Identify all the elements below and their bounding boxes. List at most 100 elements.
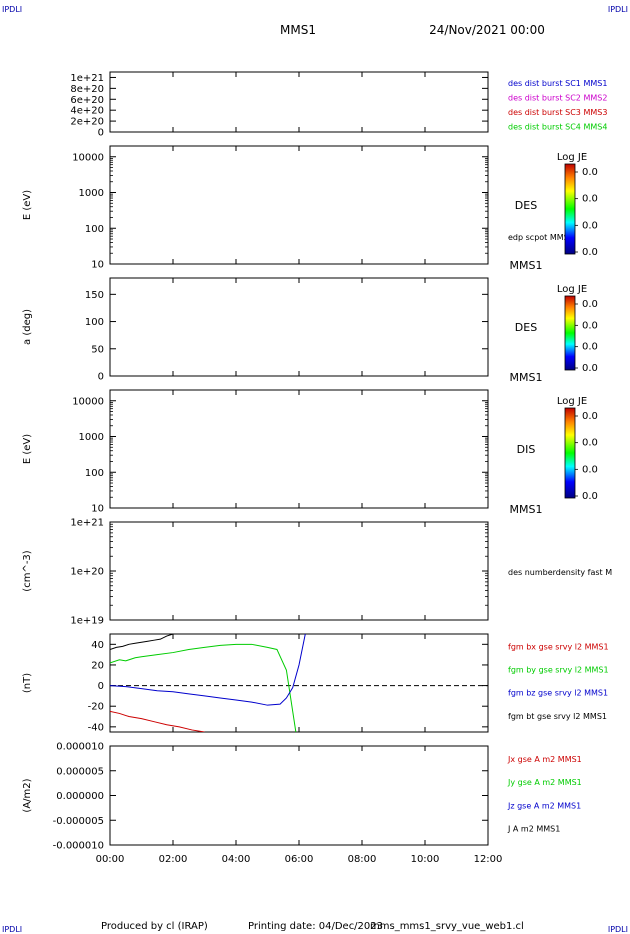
corner-label-bottom-right: IPDLI: [608, 925, 628, 934]
y-axis-label: (cm^-3): [22, 550, 33, 591]
legend-fgm-bt-gse-srvy-l2-mms1: fgm bt gse srvy l2 MMS1: [508, 712, 607, 721]
colorbar-tick-label: 0.0: [582, 194, 598, 205]
panel-fgm: 40 20 0 -20 -40 (nT) fgm bt gse srvy l2 MMS1 fg…: [22, 633, 609, 733]
y-tick-label: 100: [85, 224, 104, 235]
spacecraft-label: MMS1: [510, 503, 543, 516]
time-axis: 00:00 02:00 04:00 06:00 08:00 10:00 12:00: [96, 854, 503, 865]
legend-jy-gse-a-m2-mms1: Jy gse A m2 MMS1: [507, 778, 582, 787]
panel-frame: [109, 745, 489, 846]
y-tick-label: 10000: [72, 152, 104, 163]
legend-des-dist-burst-sc2-mms2: des dist burst SC2 MMS2: [508, 94, 607, 103]
colorbar-tick-label: 0.0: [582, 491, 598, 502]
legend-des-numberdensity-fast-m: des numberdensity fast M: [508, 568, 612, 577]
x-tick-label: 04:00: [222, 854, 251, 865]
y-axis-label: E (eV): [22, 434, 33, 464]
y-axis-label: (A/m2): [22, 778, 33, 812]
spacecraft-title: MMS1: [280, 23, 316, 37]
y-tick-label: 1000: [79, 432, 104, 443]
y-tick-label: 40: [91, 640, 104, 651]
colorbar: [564, 295, 576, 371]
colorbar-title: Log JE: [557, 284, 587, 295]
colorbar: [564, 163, 576, 255]
x-tick-label: 00:00: [96, 854, 125, 865]
spacecraft-label: MMS1: [510, 371, 543, 384]
y-axis-label: E (eV): [22, 190, 33, 220]
y-tick-label: 0.000005: [56, 766, 104, 777]
colorbar-tick-label: 0.0: [582, 247, 598, 258]
y-tick-label: 100: [85, 317, 104, 328]
legend-jx-gse-a-m2-mms1: Jx gse A m2 MMS1: [507, 755, 582, 764]
y-tick-label: 50: [91, 344, 104, 355]
series-line: [110, 643, 297, 732]
legend-des-dist-burst-sc1-mms1: des dist burst SC1 MMS1: [508, 79, 607, 88]
y-tick-label: 1e+21: [70, 518, 104, 529]
x-tick-label: 06:00: [285, 854, 314, 865]
footer-file-name: mms_mms1_srvy_vue_web1.cl: [370, 921, 524, 932]
y-tick-label: 0: [98, 372, 104, 383]
y-tick-label: 1e+19: [70, 616, 104, 627]
panel-current: 0.000010 0.000005 0.000000 -0.000005 -0.0000…: [22, 742, 582, 852]
y-tick-label: 10: [91, 504, 104, 515]
y-tick-label: 10: [91, 260, 104, 271]
y-tick-label: 0.000000: [56, 791, 104, 802]
legend-fgm-bx-gse-srvy-l2-mms1: fgm bx gse srvy l2 MMS1: [508, 643, 609, 652]
colorbar-title: Log JE: [557, 396, 587, 407]
y-tick-label: 150: [85, 290, 104, 301]
panel-frame: [109, 521, 489, 621]
x-tick-label: 12:00: [474, 854, 503, 865]
panel-frame: [109, 145, 489, 265]
legend-fgm-by-gse-srvy-l2-mms1: fgm by gse srvy l2 MMS1: [508, 666, 609, 675]
panel-dis-energy: 10000 1000 100 10 E (eV) DIS MMS1 Log JE 0.0 0.0 0…: [22, 389, 598, 516]
series-line: [110, 634, 174, 650]
y-tick-label: 0.000010: [56, 742, 104, 753]
colorbar-tick-label: 0.0: [582, 464, 598, 475]
panel-density: 1e+21 1e+20 1e+19 (cm^-3) des numberdensity …: [22, 518, 612, 627]
spacecraft-label: MMS1: [510, 259, 543, 272]
x-tick-label: 02:00: [159, 854, 188, 865]
series-label: edp scpot MMS1: [508, 233, 574, 242]
instrument-label: DES: [515, 321, 537, 334]
date-title: 24/Nov/2021 00:00: [429, 23, 545, 37]
instrument-label: DES: [515, 199, 537, 212]
y-tick-label: 1000: [79, 188, 104, 199]
panel-frame: [109, 71, 489, 133]
panel-frame: [109, 277, 489, 377]
footer-printing-date: Printing date: 04/Dec/2023: [248, 921, 383, 932]
colorbar-tick-label: 0.0: [582, 342, 598, 353]
y-tick-label: -0.000010: [53, 841, 104, 852]
corner-label-top-right: IPDLI: [608, 5, 628, 14]
x-tick-label: 08:00: [348, 854, 377, 865]
panel-des-pitch: 150 100 50 0 a (deg) DES MMS1 Log JE 0.0 0.0 0.0 0.…: [22, 277, 598, 384]
panel-frame: [109, 389, 489, 509]
y-tick-label: 6e+20: [70, 95, 104, 106]
footer-produced-by: Produced by cl (IRAP): [101, 921, 208, 932]
y-tick-label: -20: [88, 702, 104, 713]
panel-frame: [109, 633, 489, 733]
legend-jz-gse-a-m2-mms1: Jz gse A m2 MMS1: [507, 801, 581, 810]
y-tick-label: 100: [85, 468, 104, 479]
corner-label-bottom-left: IPDLI: [2, 925, 22, 934]
panel-des-energy: 10000 1000 100 10 E (eV) DES MMS1 edp scpot MMS…: [22, 145, 598, 272]
y-tick-label: 4e+20: [70, 106, 104, 117]
y-tick-label: 1e+20: [70, 567, 104, 578]
colorbar: [564, 407, 576, 499]
instrument-label: DIS: [517, 443, 536, 456]
colorbar-title: Log JE: [557, 152, 587, 163]
legend-des-dist-burst-sc4-mms4: des dist burst SC4 MMS4: [508, 123, 607, 132]
legend-des-dist-burst-sc3-mms3: des dist burst SC3 MMS3: [508, 108, 607, 117]
y-tick-label: 10000: [72, 396, 104, 407]
y-tick-label: 2e+20: [70, 117, 104, 128]
series-line: [110, 710, 205, 732]
corner-label-top-left: IPDLI: [2, 5, 22, 14]
y-tick-label: -0.000005: [53, 816, 104, 827]
colorbar-tick-label: 0.0: [582, 411, 598, 422]
colorbar-tick-label: 0.0: [582, 167, 598, 178]
y-tick-label: -40: [88, 722, 104, 733]
colorbar-tick-label: 0.0: [582, 438, 598, 449]
y-axis-label: (nT): [22, 673, 33, 693]
y-axis-label: a (deg): [22, 309, 33, 345]
y-tick-label: 0: [98, 128, 104, 139]
